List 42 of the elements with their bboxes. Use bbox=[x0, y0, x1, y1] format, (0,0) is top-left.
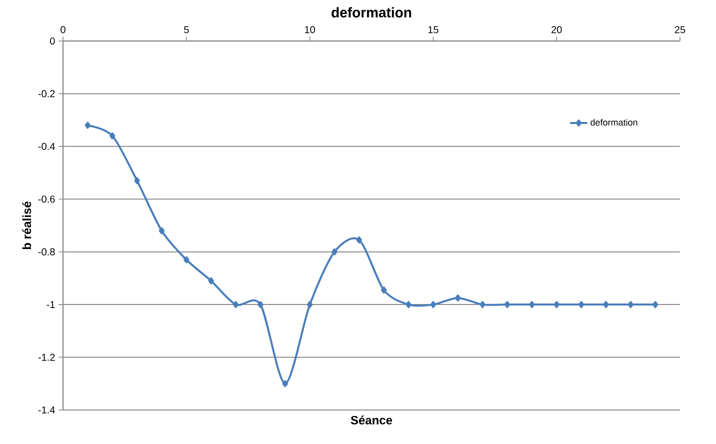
point bbox=[232, 301, 239, 308]
y-tick-label: -0.8 bbox=[38, 248, 55, 256]
point bbox=[158, 227, 165, 234]
point bbox=[455, 294, 461, 302]
legend-label: deformation bbox=[590, 118, 638, 126]
x-tick-label: 15 bbox=[428, 26, 438, 34]
point bbox=[258, 301, 264, 308]
point bbox=[430, 301, 436, 308]
x-tick-label: 10 bbox=[305, 26, 315, 34]
x-tick-label: 5 bbox=[184, 26, 189, 34]
point bbox=[356, 236, 362, 244]
point bbox=[554, 301, 560, 308]
y-tick-label: -0.4 bbox=[38, 142, 55, 150]
point bbox=[332, 248, 338, 256]
y-tick-label: -0.6 bbox=[38, 196, 55, 203]
y-tick-label: -1.4 bbox=[38, 406, 55, 414]
point bbox=[578, 301, 584, 308]
point bbox=[628, 301, 634, 308]
point bbox=[134, 177, 140, 184]
point bbox=[406, 301, 412, 308]
point bbox=[184, 256, 190, 264]
point bbox=[306, 301, 313, 308]
point bbox=[504, 301, 510, 308]
point bbox=[603, 301, 609, 308]
x-tick-label: 20 bbox=[552, 26, 562, 34]
y-tick-label: 0 bbox=[50, 37, 55, 45]
point bbox=[208, 277, 214, 284]
y-tick-label: -0.2 bbox=[38, 90, 55, 98]
x-axis-title: Séance bbox=[350, 416, 392, 424]
point bbox=[480, 301, 486, 308]
point bbox=[84, 122, 91, 129]
point bbox=[282, 380, 288, 388]
x-tick-label: 0 bbox=[60, 26, 66, 34]
point bbox=[109, 132, 116, 140]
point bbox=[380, 286, 387, 294]
chart-title: deformation bbox=[332, 7, 412, 18]
y-axis-title: b réalisé bbox=[22, 202, 32, 250]
y-tick-label: -1.2 bbox=[38, 354, 55, 361]
point bbox=[529, 301, 535, 308]
y-tick-label: -1 bbox=[46, 301, 55, 308]
point bbox=[652, 301, 658, 308]
x-tick-label: 25 bbox=[674, 26, 686, 34]
